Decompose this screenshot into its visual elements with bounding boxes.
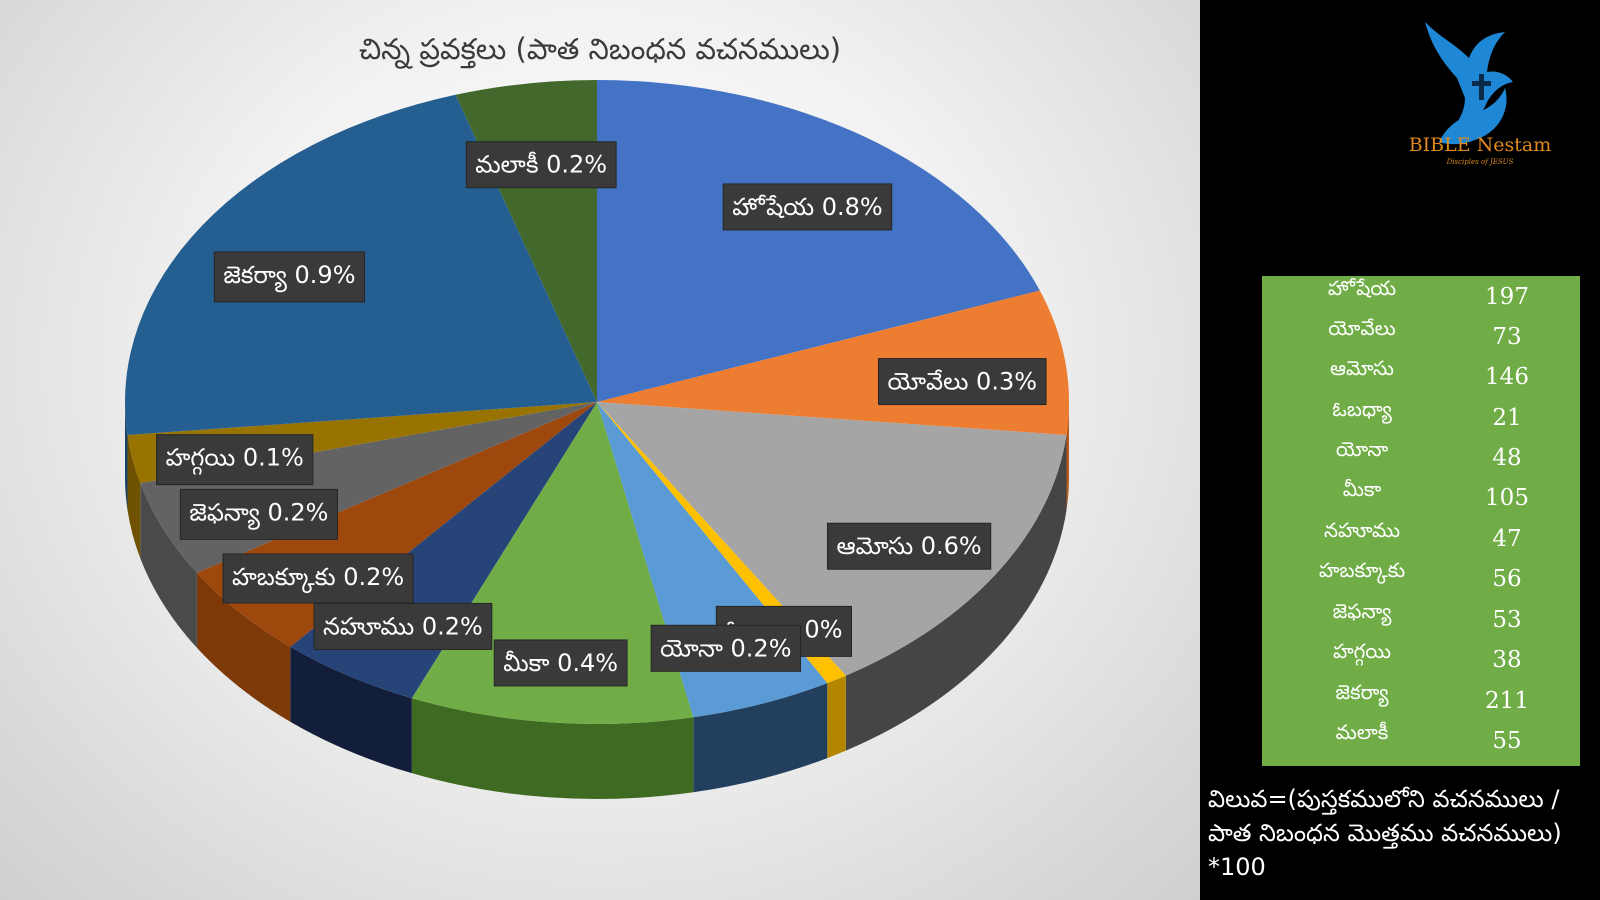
data-label: హగ్గయి 0.1%	[156, 434, 314, 486]
data-label-box	[179, 488, 338, 540]
data-label: హోషేయ 0.8%	[722, 183, 893, 231]
book-name: యోనా	[1335, 437, 1389, 461]
table-row: యోనా 48	[1262, 437, 1580, 477]
data-label: జెఫన్యా 0.2%	[179, 488, 338, 540]
data-label: నహూము 0.2%	[313, 602, 493, 650]
pie-slice-side	[827, 675, 846, 759]
chart-area: హోషేయ 0.8%యోవేలు 0.3%ఆమోసు 0.6%ఓబధ్యా 0%…	[0, 0, 1200, 900]
pie-slice-side	[125, 402, 128, 511]
data-label-box	[650, 624, 802, 672]
logo-subtitle: Disciples of JESUS	[1446, 158, 1514, 166]
chart-title: చిన్న ప్రవక్తలు (పాత నిబంధన వచనములు)	[358, 32, 842, 66]
book-name: ఓబధ్యా	[1332, 397, 1392, 421]
pie-slice-side	[127, 435, 141, 559]
data-label-box	[493, 639, 628, 687]
pie-slice-side	[140, 483, 197, 648]
book-name: జెకర్యా	[1335, 680, 1389, 704]
formula-note: విలువ=(పుస్తకములోని వచనములు / పాత నిబంధన…	[1208, 782, 1600, 884]
verse-count: 105	[1485, 485, 1529, 511]
data-label: మలాకీ 0.2%	[465, 141, 617, 189]
book-name: హోషేయ	[1327, 276, 1397, 300]
data-label-box	[826, 522, 992, 570]
verse-count: 211	[1485, 688, 1529, 714]
data-label-text: హగ్గయి 0.1%	[166, 444, 304, 476]
data-label-box	[313, 602, 493, 650]
data-label-text: ఆమోసు 0.6%	[836, 532, 981, 560]
verse-count: 47	[1492, 526, 1522, 552]
data-label: యోనా 0.2%	[650, 624, 802, 672]
data-label-box	[213, 251, 366, 303]
table-row: హగ్గయి 38	[1262, 639, 1580, 679]
dove-logo-icon	[1425, 22, 1513, 145]
table-row: నహూము 47	[1262, 518, 1580, 558]
logo-title: BIBLE Nestam	[1408, 134, 1552, 156]
pie-slice-side	[411, 698, 694, 799]
data-label-text: యోనా 0.2%	[660, 634, 791, 662]
verse-count: 56	[1492, 566, 1522, 592]
book-name: హగ్గయి	[1332, 639, 1392, 663]
data-label: ఆమోసు 0.6%	[826, 522, 992, 570]
book-name: హబక్కూకు	[1318, 558, 1406, 582]
data-label: జెకర్యా 0.9%	[213, 251, 366, 303]
verse-count: 21	[1492, 405, 1522, 431]
data-label-text: జెకర్యా 0.9%	[223, 261, 355, 293]
book-name: యోవేలు	[1328, 316, 1396, 340]
formula-line: *100	[1208, 853, 1266, 881]
pie-chart: హోషేయ 0.8%యోవేలు 0.3%ఆమోసు 0.6%ఓబధ్యా 0%…	[125, 80, 1069, 799]
data-label-text: మీకా 0.4%	[503, 649, 618, 677]
data-label-text: యోవేలు 0.3%	[887, 368, 1037, 396]
book-name: ఆమోసు	[1330, 356, 1394, 380]
book-name: మలాకీ	[1335, 720, 1389, 744]
data-label-box	[156, 434, 314, 486]
table-row: ఆమోసు 146	[1262, 356, 1580, 396]
table-row: మలాకీ 55	[1262, 720, 1580, 760]
verse-count: 197	[1485, 284, 1529, 310]
verse-count: 48	[1492, 445, 1522, 471]
verse-count-table: హోషేయ 197 యోవేలు 73 ఆమోసు 146 ఓబధ్యా 21 యోనా…	[1262, 276, 1580, 766]
data-label-box	[722, 183, 893, 231]
data-label-text: హోషేయ 0.8%	[732, 193, 883, 221]
table-row: హోషేయ 197	[1262, 276, 1580, 316]
pie-slice-side	[290, 646, 412, 774]
data-label: యోవేలు 0.3%	[877, 358, 1047, 406]
verse-count: 73	[1492, 324, 1522, 350]
table-row: జెకర్యా 211	[1262, 680, 1580, 720]
data-label-box	[465, 141, 617, 189]
table-row: హబక్కూకు 56	[1262, 558, 1580, 598]
pie-slice-side	[1066, 402, 1069, 511]
verse-count: 53	[1492, 607, 1522, 633]
verse-count: 38	[1492, 647, 1522, 673]
data-label-box	[877, 358, 1047, 406]
data-label-text: జెఫన్యా 0.2%	[189, 498, 328, 530]
data-label-box	[222, 553, 414, 604]
data-label-text: నహూము 0.2%	[323, 612, 483, 640]
formula-line: విలువ=(పుస్తకములోని వచనములు /	[1208, 785, 1560, 813]
data-label-text: మలాకీ 0.2%	[475, 151, 607, 179]
pie-slice-side	[693, 683, 828, 793]
verse-count: 146	[1485, 364, 1529, 390]
pie-slice-side	[196, 572, 291, 722]
book-name: నహూము	[1324, 518, 1400, 542]
formula-line: పాత నిబంధన మొత్తము వచనములు)	[1208, 819, 1562, 847]
pie-slice-side	[845, 435, 1067, 751]
pie-slice	[597, 80, 1040, 402]
book-name: మీకా	[1342, 477, 1382, 501]
data-label: మీకా 0.4%	[493, 639, 628, 687]
table-row: మీకా 105	[1262, 477, 1580, 517]
book-name: జెఫన్యా	[1332, 599, 1392, 623]
data-label-text: హబక్కూకు 0.2%	[232, 563, 404, 594]
data-label: హబక్కూకు 0.2%	[222, 553, 414, 604]
table-row: జెఫన్యా 53	[1262, 599, 1580, 639]
table-row: ఓబధ్యా 21	[1262, 397, 1580, 437]
table-row: యోవేలు 73	[1262, 316, 1580, 356]
verse-count: 55	[1492, 728, 1522, 754]
